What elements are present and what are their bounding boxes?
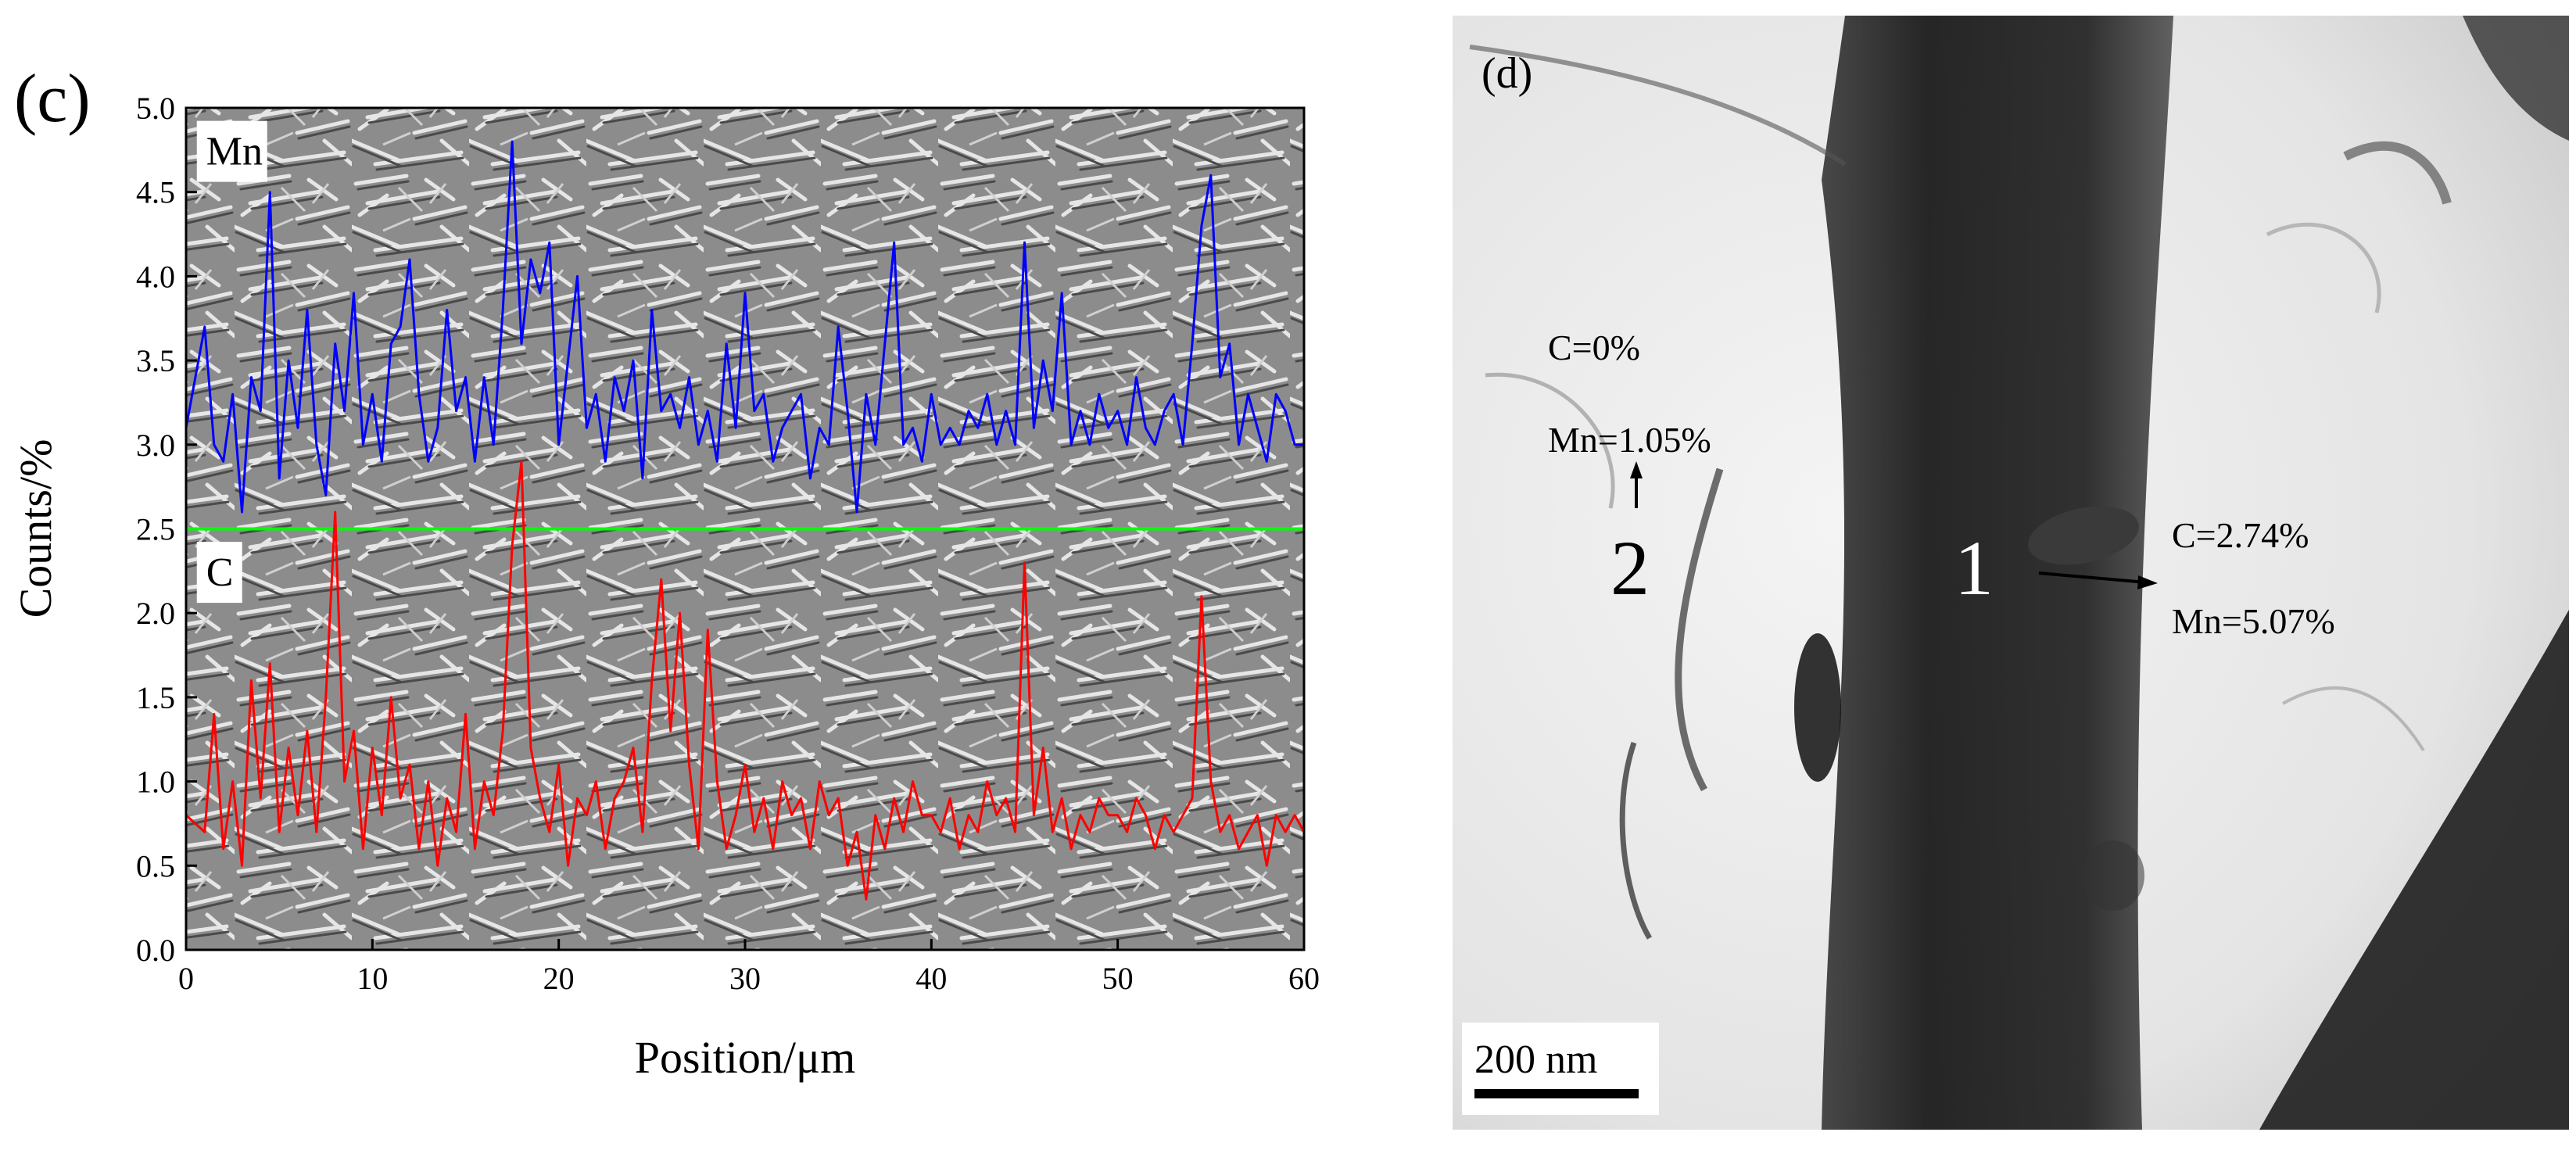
dark-lath-corner <box>2259 610 2569 1130</box>
plot-frame <box>185 106 1306 951</box>
y-tick-label: 2.0 <box>136 596 175 631</box>
x-tick-label: 30 <box>729 961 761 996</box>
y-tick-label: 2.5 <box>136 512 175 547</box>
y-tick-label: 0.0 <box>136 933 175 968</box>
y-tick-labels: 0.0 0.5 1.0 1.5 2.0 2.5 3.0 3.5 4.0 4.5 5.0 <box>136 91 175 968</box>
panel-d-label: (d) <box>1481 49 1532 98</box>
x-tick-labels: 0 10 20 30 40 50 60 <box>178 961 1320 996</box>
scale-bar-box <box>1462 1023 1659 1115</box>
x-axis-label: Position/μm <box>635 1032 856 1083</box>
point1-arrow <box>2038 571 2147 584</box>
point2-c-value: C=0% <box>1548 328 1640 367</box>
point2-number: 2 <box>1610 525 1650 611</box>
series-line-mn <box>185 140 1304 514</box>
series-label: Mn <box>206 130 263 174</box>
point2-arrowhead <box>1630 461 1643 478</box>
y-tick-label: 5.0 <box>136 91 175 126</box>
y-tick-label: 0.5 <box>136 848 175 883</box>
tem-panel-d: (d) C=0% Mn=1.05% 2 1 C=2.74% Mn=5.07% 2… <box>1453 16 2569 1130</box>
point2-mn-value: Mn=1.05% <box>1548 420 1711 460</box>
panel-c-label: (c) <box>14 61 91 137</box>
point1-mn-value: Mn=5.07% <box>2172 601 2335 641</box>
y-tick-label: 3.0 <box>136 428 175 463</box>
x-tick-label: 40 <box>915 961 947 996</box>
dark-lath-band <box>1822 16 2173 1130</box>
point1-number: 1 <box>1954 525 1994 611</box>
y-tick-label: 3.5 <box>136 343 175 378</box>
y-tick-label: 4.0 <box>136 259 175 294</box>
chart-panel-c: (c) Mn C 0 10 20 30 40 50 60 0.0 0.5 1.0 1.5 2.0 2.5… <box>10 61 1320 1083</box>
series-label-box <box>196 120 267 182</box>
x-tick-label: 50 <box>1102 961 1134 996</box>
x-tick-label: 0 <box>178 961 194 996</box>
y-tick-label: 4.5 <box>136 175 175 210</box>
x-tick-label: 10 <box>356 961 388 996</box>
series-label: C <box>206 550 234 595</box>
y-axis-label: Counts/% <box>10 439 61 618</box>
scale-bar <box>1474 1089 1639 1098</box>
dark-lath-top <box>2463 16 2569 141</box>
scale-bar-label: 200 nm <box>1474 1037 1597 1082</box>
point1-c-value: C=2.74% <box>2172 515 2309 555</box>
x-tick-label: 20 <box>543 961 575 996</box>
carbide-precipitate <box>2028 506 2139 565</box>
series-label-box <box>196 542 242 604</box>
series-group <box>185 140 1306 901</box>
series-labels: Mn C <box>196 120 267 604</box>
series-line-c <box>185 460 1306 901</box>
point1-arrowhead <box>2137 575 2158 589</box>
x-tick-label: 60 <box>1288 961 1320 996</box>
y-tick-label: 1.0 <box>136 765 175 800</box>
y-tick-label: 1.5 <box>136 680 175 715</box>
